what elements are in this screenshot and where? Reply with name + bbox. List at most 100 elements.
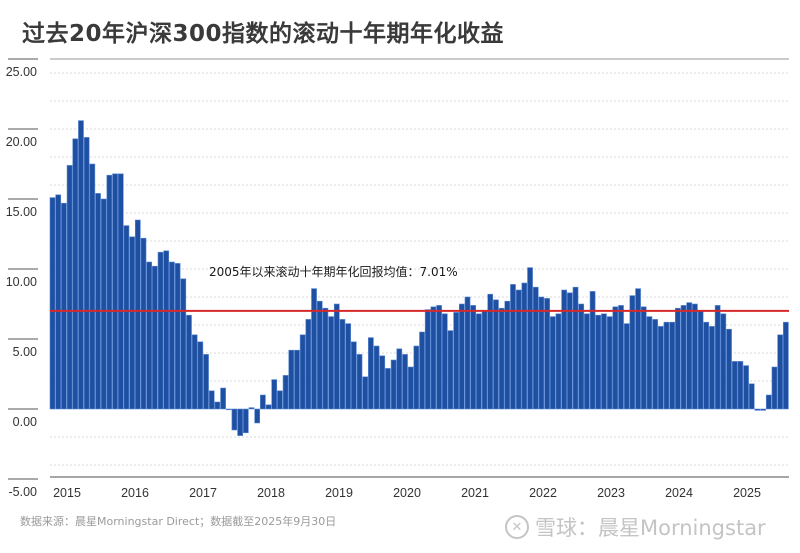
bar bbox=[521, 282, 528, 410]
bar bbox=[709, 326, 715, 410]
y-tick-label: 5.00 bbox=[13, 345, 37, 359]
bar bbox=[72, 138, 79, 410]
x-tick-label: 2018 bbox=[257, 486, 285, 500]
bar bbox=[373, 345, 380, 410]
bar bbox=[186, 314, 192, 410]
bar bbox=[180, 278, 187, 410]
bar bbox=[294, 349, 300, 410]
bar bbox=[157, 251, 164, 410]
bar bbox=[675, 307, 681, 410]
bar bbox=[748, 383, 755, 410]
bar bbox=[515, 289, 522, 410]
bar bbox=[606, 316, 613, 410]
bar bbox=[743, 365, 749, 410]
bar bbox=[322, 307, 329, 410]
bar bbox=[436, 305, 442, 410]
bar bbox=[396, 348, 403, 410]
bar bbox=[737, 361, 744, 410]
bar bbox=[288, 349, 295, 410]
bar bbox=[470, 305, 477, 410]
bar bbox=[106, 174, 113, 410]
bar bbox=[424, 309, 431, 410]
bar bbox=[447, 330, 454, 410]
bar bbox=[458, 303, 465, 410]
bar bbox=[504, 300, 511, 410]
bar bbox=[595, 314, 602, 410]
bar bbox=[652, 319, 658, 410]
bar bbox=[112, 173, 118, 410]
x-tick-label: 2023 bbox=[597, 486, 625, 500]
x-tick-label: 2022 bbox=[529, 486, 557, 500]
bar bbox=[703, 321, 710, 410]
bar bbox=[203, 354, 209, 410]
bar bbox=[663, 321, 670, 410]
bar bbox=[726, 328, 732, 410]
bar bbox=[692, 303, 698, 410]
bar bbox=[646, 316, 653, 410]
bar bbox=[578, 303, 585, 410]
bar bbox=[350, 341, 357, 410]
bar bbox=[720, 313, 727, 410]
bar bbox=[231, 408, 238, 431]
x-tick-label: 2025 bbox=[733, 486, 761, 500]
bar bbox=[152, 265, 158, 410]
y-tick-label: 20.00 bbox=[6, 135, 37, 149]
bar bbox=[95, 193, 101, 410]
x-tick-label: 2016 bbox=[121, 486, 149, 500]
bar bbox=[612, 306, 619, 410]
bar bbox=[100, 198, 107, 410]
bar bbox=[754, 408, 761, 411]
bar bbox=[225, 408, 232, 411]
bar bbox=[140, 237, 147, 410]
bar bbox=[760, 408, 766, 411]
bar bbox=[618, 305, 624, 410]
bar bbox=[333, 303, 340, 410]
bar bbox=[61, 202, 67, 410]
bar bbox=[572, 286, 579, 410]
bar bbox=[657, 326, 664, 410]
bar bbox=[527, 267, 533, 410]
bar bbox=[430, 306, 437, 410]
bar bbox=[731, 361, 738, 410]
bar bbox=[146, 261, 153, 410]
bar bbox=[299, 334, 306, 410]
bar bbox=[129, 236, 135, 410]
bar bbox=[402, 354, 408, 410]
bar bbox=[356, 354, 363, 410]
bar bbox=[89, 163, 96, 410]
bar bbox=[629, 295, 636, 410]
bar bbox=[368, 337, 374, 410]
x-tick-label: 2017 bbox=[189, 486, 217, 500]
bar bbox=[265, 404, 272, 410]
bar bbox=[78, 120, 84, 410]
bar bbox=[566, 292, 573, 410]
bar bbox=[623, 323, 630, 410]
bar bbox=[686, 302, 693, 410]
bar bbox=[419, 331, 425, 410]
bar bbox=[197, 341, 204, 410]
y-tick-label: 0.00 bbox=[13, 415, 37, 429]
bar bbox=[49, 197, 56, 410]
bar bbox=[464, 296, 471, 410]
bar bbox=[498, 307, 505, 410]
y-axis: 25.00 20.00 15.00 10.00 5.00 0.00 -5.00 bbox=[6, 58, 38, 499]
snowball-logo-icon: ✕ bbox=[505, 515, 529, 539]
average-annotation: 2005年以来滚动十年期年化回报均值：7.01% bbox=[209, 264, 458, 279]
bar bbox=[635, 288, 641, 410]
bar bbox=[584, 313, 590, 410]
bar bbox=[220, 387, 226, 410]
bar bbox=[379, 355, 386, 410]
bar bbox=[640, 306, 647, 410]
bar bbox=[208, 390, 215, 410]
x-axis: 2015 2016 2017 2018 2019 2020 2021 2022 2023 2024… bbox=[50, 476, 789, 500]
bar bbox=[214, 401, 221, 410]
bar bbox=[777, 334, 784, 410]
bar bbox=[544, 298, 550, 410]
bar bbox=[242, 408, 249, 434]
bar bbox=[55, 194, 62, 410]
bar bbox=[117, 173, 124, 410]
bar bbox=[601, 313, 607, 410]
bar bbox=[771, 366, 778, 410]
bar bbox=[680, 305, 687, 410]
bar bbox=[254, 408, 261, 424]
